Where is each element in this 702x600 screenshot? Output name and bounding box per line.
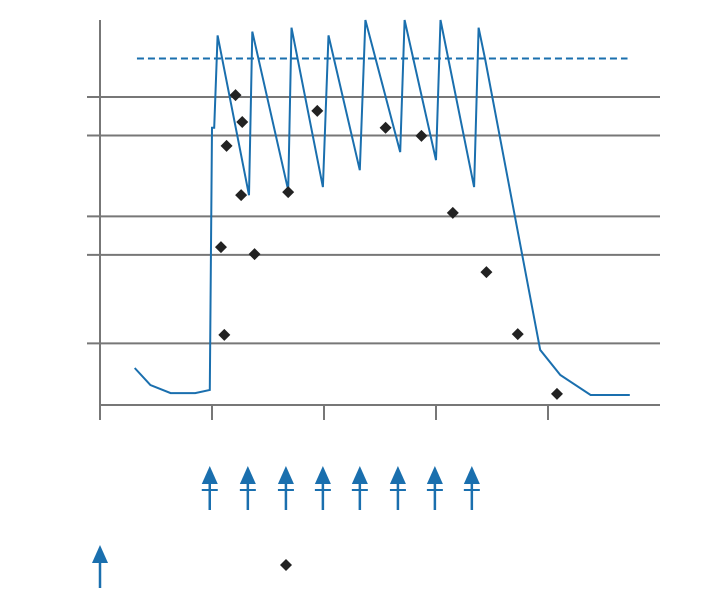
- data-point: [218, 328, 231, 341]
- dose-arrow: [314, 466, 331, 510]
- dose-arrow-head: [239, 466, 256, 484]
- dose-arrow: [463, 466, 480, 510]
- dose-arrow-head: [277, 466, 294, 484]
- dose-arrow-head: [314, 466, 331, 484]
- dose-arrow-head: [426, 466, 443, 484]
- legend-arrow: [92, 545, 108, 588]
- dose-arrow: [426, 466, 443, 510]
- legend-dot: [280, 559, 292, 571]
- dose-arrow-head: [351, 466, 368, 484]
- dose-arrow-head: [463, 466, 480, 484]
- data-point: [248, 248, 261, 261]
- dose-arrow: [201, 466, 218, 510]
- dose-arrow: [277, 466, 294, 510]
- data-point: [282, 186, 295, 199]
- data-point: [446, 206, 459, 219]
- data-point: [379, 121, 392, 134]
- concentration-line: [133, 19, 630, 396]
- data-point: [550, 387, 563, 400]
- data-point: [229, 89, 242, 102]
- data-point: [235, 189, 248, 202]
- legend: [92, 545, 292, 588]
- data-point: [236, 116, 249, 129]
- data-point: [311, 104, 324, 117]
- dose-arrow: [389, 466, 406, 510]
- data-point: [214, 241, 227, 254]
- dose-arrow: [351, 466, 368, 510]
- dose-arrow: [239, 466, 256, 510]
- data-point: [511, 328, 524, 341]
- dose-arrow-head: [201, 466, 218, 484]
- dose-arrow-head: [389, 466, 406, 484]
- data-point: [480, 266, 493, 279]
- data-point: [220, 139, 233, 152]
- data-point: [415, 129, 428, 142]
